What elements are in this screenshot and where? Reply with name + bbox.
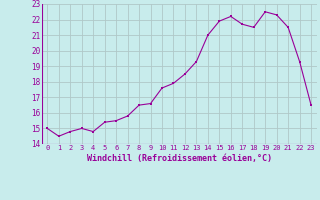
X-axis label: Windchill (Refroidissement éolien,°C): Windchill (Refroidissement éolien,°C) <box>87 154 272 163</box>
